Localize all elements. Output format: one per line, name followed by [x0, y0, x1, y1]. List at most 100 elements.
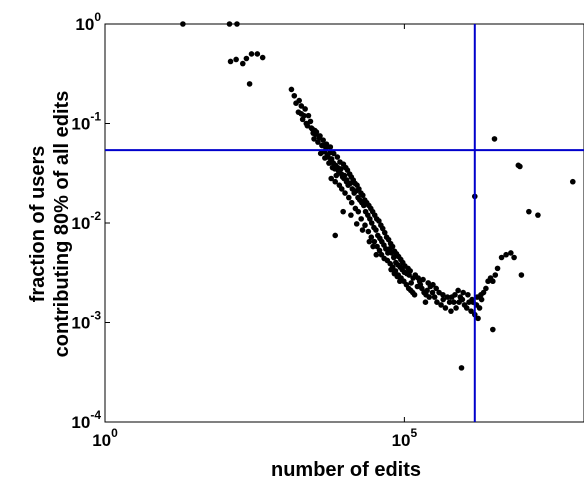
data-point — [424, 287, 430, 294]
data-point — [320, 137, 326, 143]
data-point — [463, 305, 470, 311]
data-point — [302, 106, 308, 112]
data-point — [478, 296, 485, 303]
data-point — [468, 308, 474, 314]
data-point — [254, 51, 261, 57]
data-point — [373, 251, 380, 258]
data-point — [368, 234, 375, 240]
data-point — [422, 299, 429, 305]
y-tick-label-exponent: -3 — [90, 309, 101, 323]
plot-area — [104, 21, 584, 423]
data-point — [490, 278, 496, 285]
data-point — [451, 299, 457, 305]
x-axis-label: number of edits — [271, 459, 421, 481]
y-axis-label-line-1: fraction of users — [27, 146, 49, 303]
data-point — [353, 221, 360, 227]
data-point — [332, 232, 339, 239]
data-point — [433, 285, 439, 292]
data-point — [334, 154, 341, 160]
data-point — [365, 228, 372, 235]
plot-frame — [104, 23, 584, 423]
y-tick-label-base: 10 — [71, 214, 90, 233]
data-point — [417, 281, 424, 288]
data-point — [330, 150, 337, 157]
data-point — [429, 289, 436, 296]
data-point — [315, 139, 321, 145]
data-point — [291, 92, 298, 99]
data-point — [440, 291, 446, 298]
data-point — [298, 111, 305, 117]
data-point — [342, 190, 348, 196]
data-point — [334, 164, 341, 171]
data-point — [355, 208, 362, 215]
x-tick-label-base: 10 — [392, 431, 411, 450]
data-point — [448, 308, 454, 314]
data-point — [362, 222, 368, 229]
data-point — [475, 315, 481, 322]
data-point — [333, 172, 340, 179]
data-point — [233, 56, 239, 63]
data-point — [503, 251, 509, 258]
data-point — [444, 294, 451, 300]
y-axis-label-line-2: contributing 80% of all edits — [51, 91, 73, 358]
y-tick-label: 10-3 — [71, 309, 101, 333]
data-point — [420, 276, 426, 283]
data-point — [227, 58, 234, 65]
y-tick-label-exponent: -1 — [90, 110, 101, 124]
data-point — [359, 227, 366, 233]
data-point — [373, 227, 379, 233]
data-point — [340, 208, 346, 215]
data-point — [389, 243, 396, 250]
data-point — [311, 136, 317, 142]
y-tick-label: 10-4 — [71, 408, 101, 432]
data-point — [438, 302, 444, 308]
data-point — [243, 55, 250, 62]
data-point — [442, 305, 449, 311]
data-point — [517, 163, 523, 170]
data-point — [460, 289, 466, 296]
y-tick-label-exponent: -2 — [90, 209, 101, 223]
data-point — [535, 212, 541, 218]
data-point — [490, 326, 496, 333]
data-point — [299, 116, 306, 123]
y-tick-marks — [105, 23, 110, 423]
data-point — [478, 291, 484, 298]
data-point — [371, 238, 378, 245]
y-tick-label: 10-2 — [71, 209, 101, 233]
data-point — [298, 103, 305, 109]
x-tick-marks — [104, 24, 405, 422]
data-point — [323, 141, 330, 147]
data-point — [358, 216, 364, 222]
data-point — [388, 266, 394, 273]
y-tick-label-base: 10 — [71, 115, 90, 134]
data-point — [407, 268, 413, 274]
data-point — [343, 177, 350, 183]
data-point — [376, 218, 382, 224]
x-tick-label: 105 — [392, 426, 418, 450]
data-point — [248, 51, 255, 57]
data-point — [465, 291, 471, 298]
data-point — [180, 21, 186, 27]
data-point — [226, 21, 233, 27]
data-point — [332, 178, 339, 185]
data-point — [348, 199, 355, 206]
data-point — [366, 238, 373, 245]
data-point — [469, 296, 475, 303]
data-point — [338, 186, 345, 192]
data-point — [415, 275, 421, 281]
y-tick-label-base: 10 — [71, 314, 90, 333]
x-tick-labels: 100 105 — [92, 426, 417, 450]
data-point — [296, 97, 302, 104]
y-tick-label: 10-1 — [71, 110, 101, 134]
data-point — [246, 81, 253, 87]
data-point — [483, 285, 489, 292]
reference-lines — [105, 24, 584, 422]
data-point — [376, 247, 383, 254]
data-point — [458, 365, 465, 371]
data-point — [239, 60, 246, 67]
data-point — [309, 126, 316, 132]
data-point — [526, 208, 532, 215]
